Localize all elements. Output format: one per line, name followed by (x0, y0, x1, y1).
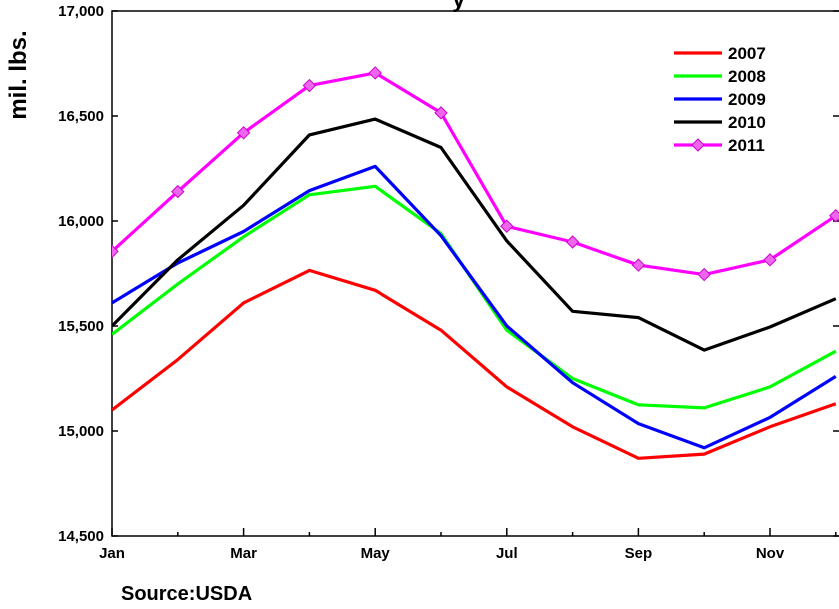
legend-label-2009: 2009 (728, 90, 766, 109)
series-line-2010 (112, 117, 837, 352)
legend-label-2011: 2011 (728, 136, 765, 155)
legend: 2007 2008 2009 2010 2011 (674, 44, 766, 155)
plot-area (111, 10, 839, 537)
point-2011 (829, 209, 839, 223)
x-tick-label: Jul (496, 545, 518, 562)
point-2011 (434, 106, 448, 120)
y-tick-label: 15,500 (58, 318, 104, 335)
point-2011 (171, 184, 185, 199)
x-axis: Jan Mar May Jul Sep Nov (99, 528, 837, 562)
point-2011 (368, 66, 382, 80)
x-tick-label: Sep (625, 545, 653, 562)
y-axis: 14,500 15,000 15,500 16,000 16,500 17,000 (58, 3, 839, 545)
y-tick-label: 14,500 (58, 528, 104, 545)
series-line-2007 (112, 268, 837, 460)
x-tick-label: Mar (230, 545, 257, 562)
x-tick-label: May (361, 545, 391, 562)
y-tick-label: 17,000 (58, 3, 104, 20)
point-2011 (112, 244, 119, 259)
point-2011 (302, 78, 317, 93)
chart-title: y (452, 0, 466, 13)
point-2011 (236, 126, 251, 140)
legend-marker-2011 (691, 138, 705, 152)
series-layer (112, 66, 839, 460)
y-tick-label: 16,500 (58, 108, 104, 125)
point-2011 (697, 267, 711, 282)
y-tick-label: 15,000 (58, 423, 104, 440)
legend-label-2007: 2007 (728, 44, 766, 63)
source-note: Source:USDA (121, 583, 253, 605)
point-2011 (631, 258, 646, 272)
x-tick-label: Jan (99, 545, 125, 562)
y-axis-label: mil. lbs. (5, 30, 32, 119)
legend-label-2008: 2008 (728, 67, 766, 86)
point-2011 (763, 253, 777, 267)
legend-label-2010: 2010 (728, 113, 766, 132)
series-line-2011 (112, 71, 837, 277)
y-tick-label: 16,000 (58, 213, 104, 230)
series-line-2009 (112, 164, 837, 450)
series-line-2008 (112, 184, 837, 410)
point-2011 (500, 219, 514, 233)
x-tick-label: Nov (756, 545, 785, 562)
point-2011 (565, 235, 580, 249)
